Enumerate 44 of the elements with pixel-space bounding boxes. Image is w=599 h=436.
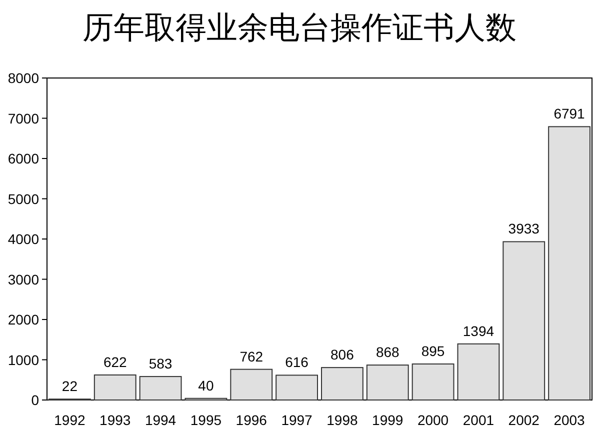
data-label: 806: [330, 346, 354, 363]
bar: [230, 368, 273, 400]
data-label: 6791: [554, 106, 586, 122]
y-tick-label: 6000: [8, 150, 40, 166]
data-label: 22: [62, 378, 78, 394]
y-tick-label: 0: [31, 392, 40, 408]
x-tick-label: 1994: [144, 412, 176, 428]
x-tick-label: 1997: [281, 412, 313, 428]
x-tick-label: 2002: [508, 412, 540, 428]
x-tick-label: 1999: [372, 412, 404, 428]
data-label: 583: [148, 356, 172, 372]
chart-title: 历年取得业余电台操作证书人数: [82, 10, 516, 45]
data-label: 3933: [508, 220, 540, 237]
data-label: 895: [421, 342, 445, 359]
y-tick-label: 1000: [8, 352, 40, 368]
x-tick-label: 1995: [190, 412, 222, 428]
x-tick-label: 2003: [554, 412, 586, 428]
data-label: 1394: [462, 322, 494, 339]
x-tick-label: 1996: [236, 412, 268, 428]
bar: [321, 367, 364, 400]
x-tick-label: 2001: [462, 412, 494, 428]
x-tick-label: 1992: [54, 412, 86, 428]
y-tick-label: 7000: [8, 110, 40, 126]
data-label: 622: [103, 354, 128, 370]
data-label: 40: [198, 377, 214, 394]
bar: [412, 363, 454, 400]
bar: [548, 126, 590, 400]
x-tick-label: 1998: [326, 412, 358, 428]
bar: [366, 364, 409, 400]
y-tick-label: 5000: [8, 190, 40, 207]
bar: [502, 241, 546, 400]
y-tick-label: 3000: [8, 271, 40, 288]
bar: [276, 374, 318, 400]
bar: [139, 376, 182, 400]
y-tick-label: 4000: [8, 231, 40, 247]
bar: [457, 343, 500, 400]
data-label: 762: [240, 348, 264, 364]
y-tick-label: 2000: [8, 312, 40, 328]
y-tick-label: 8000: [8, 70, 40, 86]
x-tick-label: 1993: [100, 412, 131, 428]
data-label: 868: [376, 344, 400, 360]
data-label: 616: [285, 354, 309, 370]
bar: [94, 374, 136, 400]
x-tick-label: 2000: [417, 412, 449, 428]
